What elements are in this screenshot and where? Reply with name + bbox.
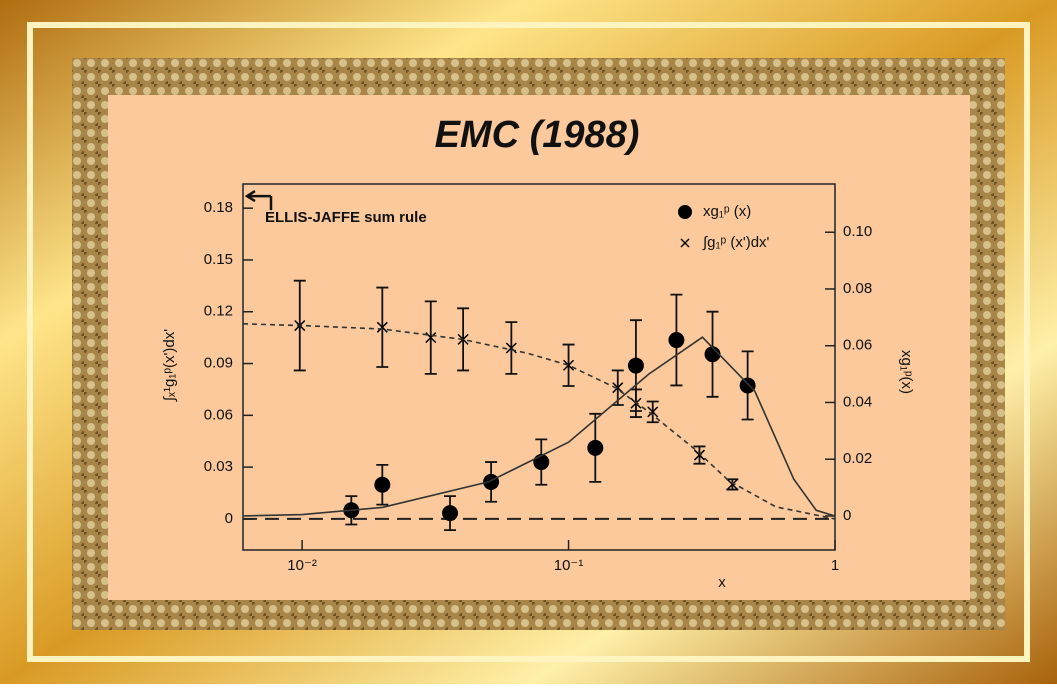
- legend-marker: [678, 205, 692, 219]
- panel: [108, 95, 970, 600]
- y-tick-label: 0.12: [204, 303, 233, 320]
- x-axis-label: x: [718, 574, 726, 591]
- y-tick-label: 0: [225, 510, 233, 527]
- y2-axis-label: xg₁ᵖ(x): [898, 350, 915, 394]
- x-tick-label: 1: [831, 557, 839, 574]
- chart-title: EMC (1988): [435, 114, 640, 156]
- y-tick-label: 0.06: [204, 406, 233, 423]
- point: [374, 477, 390, 493]
- point: [628, 358, 644, 374]
- y2-tick-label: 0: [843, 507, 851, 524]
- legend-label: ∫g₁ᵖ (x')dx': [702, 234, 770, 251]
- y-tick-label: 0.15: [204, 251, 233, 268]
- y2-tick-label: 0.02: [843, 450, 872, 467]
- y2-tick-label: 0.06: [843, 337, 872, 354]
- point: [740, 377, 756, 393]
- point: [442, 505, 458, 521]
- legend-label: xg₁ᵖ (x): [703, 203, 751, 220]
- point: [668, 332, 684, 348]
- y-tick-label: 0.18: [204, 199, 233, 216]
- annotation: ELLIS-JAFFE sum rule: [265, 209, 427, 226]
- y-tick-label: 0.03: [204, 458, 233, 475]
- y-tick-label: 0.09: [204, 355, 233, 372]
- point: [587, 440, 603, 456]
- y-axis-label: ∫ₓ¹g₁ᵖ(x')dx': [161, 329, 178, 402]
- chart: EMC (1988) x ∫ₓ¹g₁ᵖ(x')dx' xg₁ᵖ(x) 10⁻² 1…: [0, 0, 1057, 684]
- x-tick-label: 10⁻¹: [554, 557, 584, 574]
- y2-tick-label: 0.10: [843, 223, 872, 240]
- x-tick-label: 10⁻²: [287, 557, 317, 574]
- y2-tick-label: 0.04: [843, 393, 872, 410]
- y2-tick-label: 0.08: [843, 280, 872, 297]
